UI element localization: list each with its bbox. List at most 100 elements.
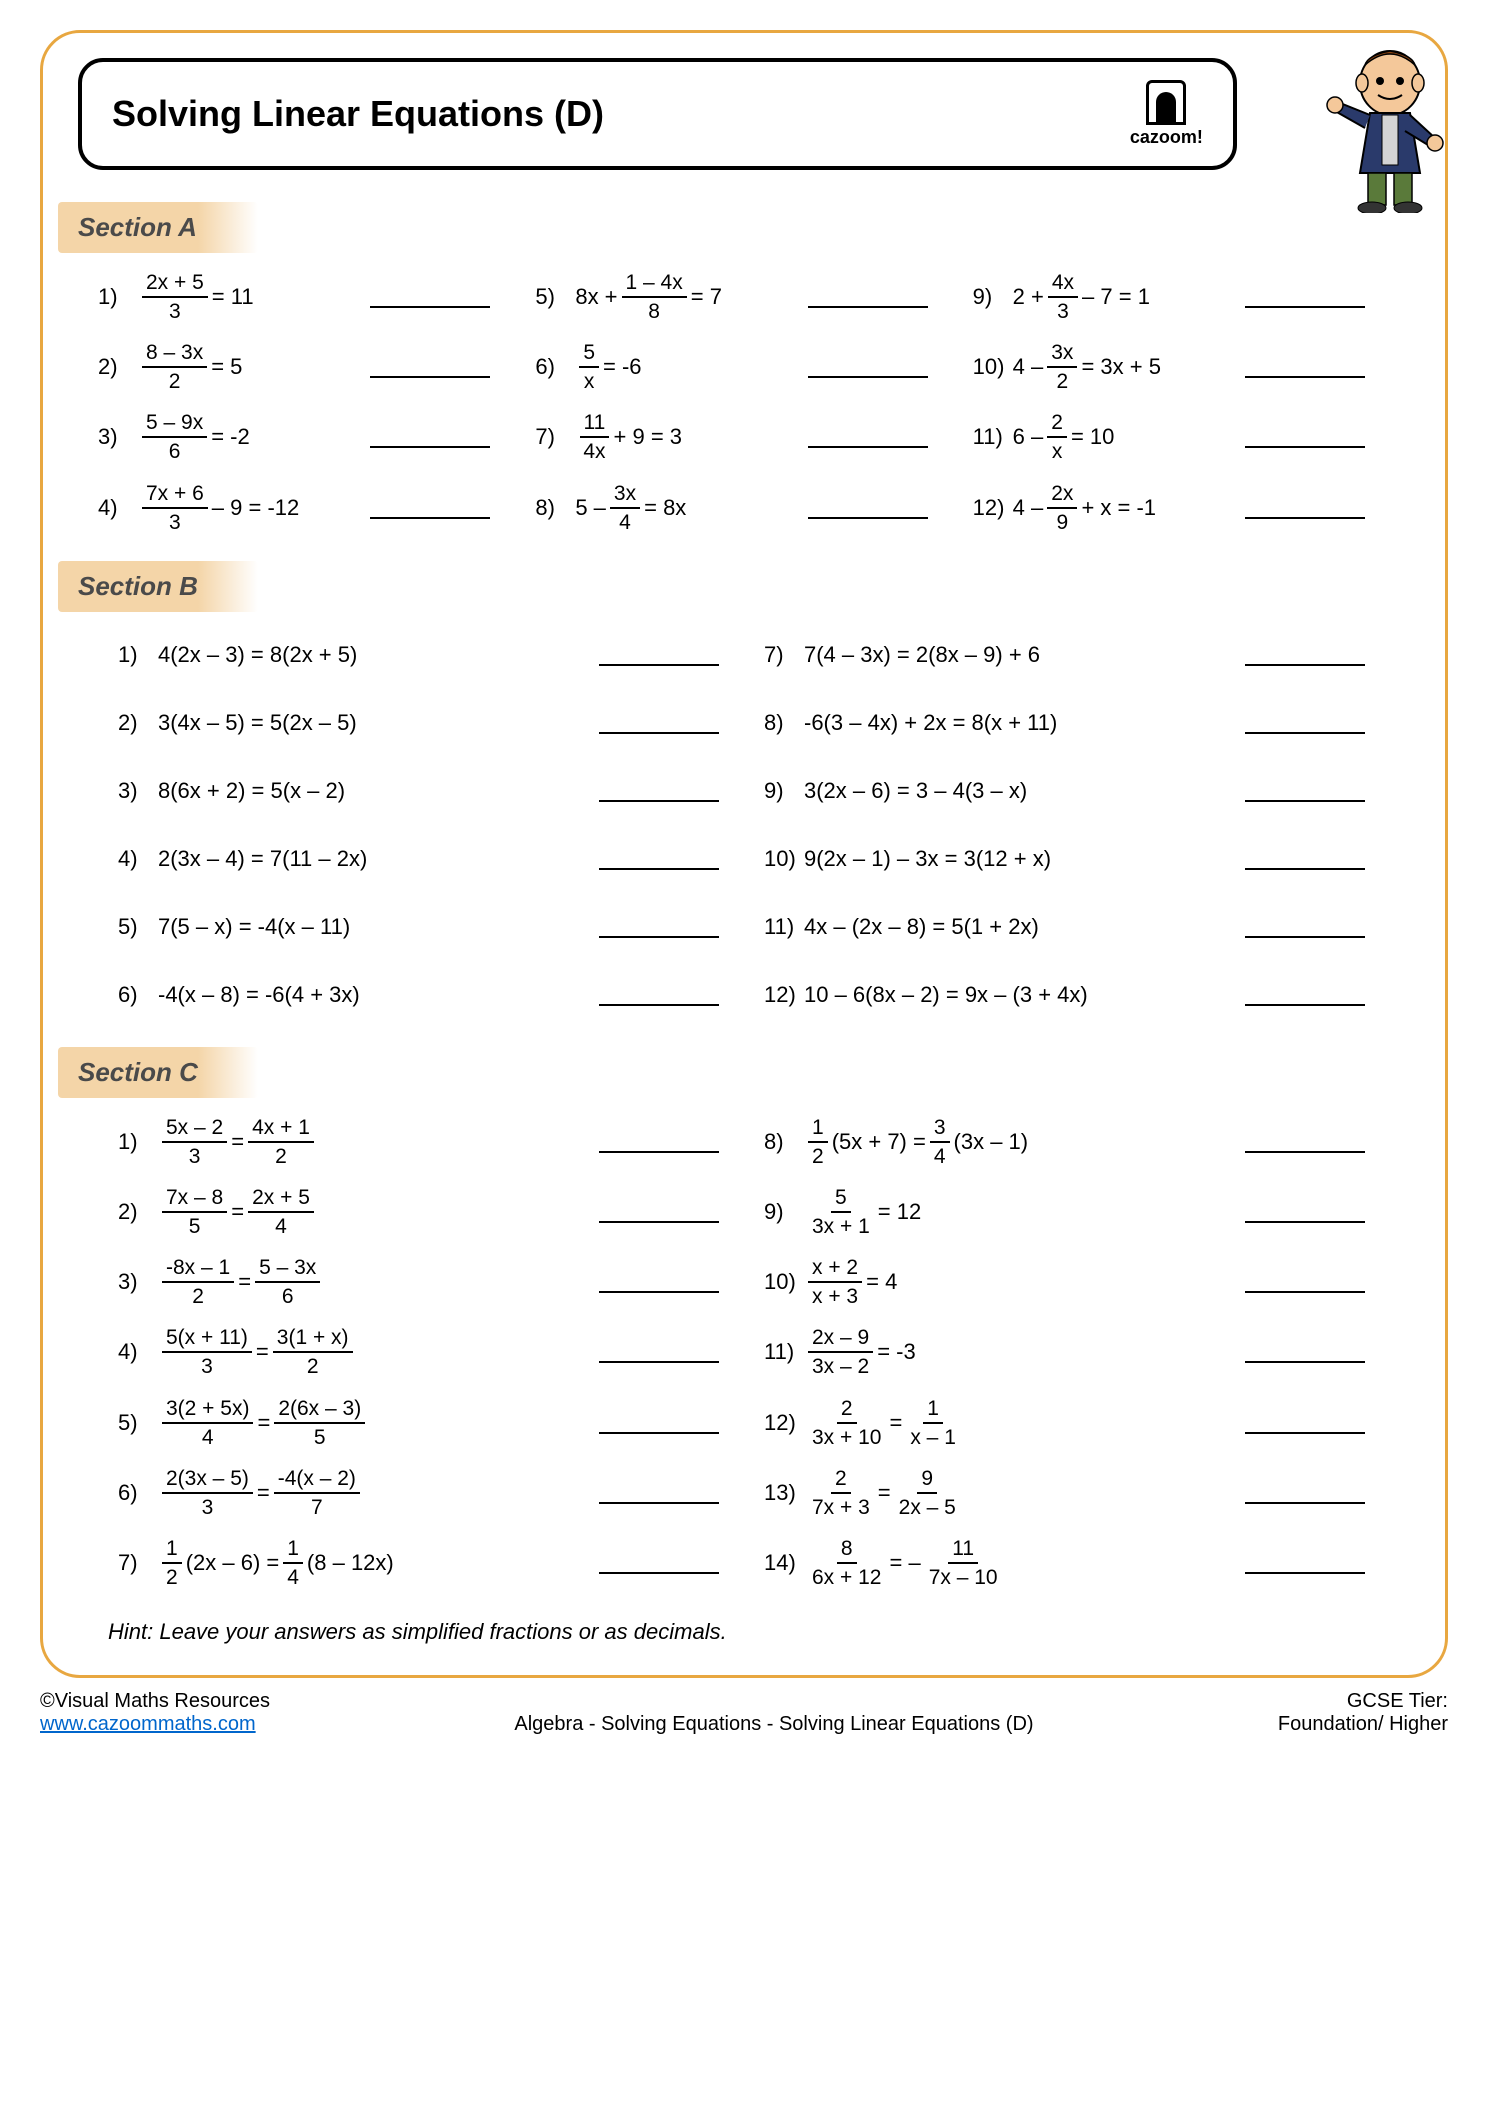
equation: -8x – 12 = 5 – 3x6 bbox=[158, 1256, 324, 1308]
problem-number: 9) bbox=[973, 284, 1013, 310]
answer-blank[interactable] bbox=[1245, 732, 1365, 734]
problem-number: 3) bbox=[118, 1269, 158, 1295]
problem: 5)3(2 + 5x)4 = 2(6x – 3)5 bbox=[118, 1397, 744, 1449]
tier-value: Foundation/ Higher bbox=[1278, 1713, 1448, 1736]
equation: 8 – 3x2 = 5 bbox=[138, 341, 242, 393]
answer-blank[interactable] bbox=[370, 517, 490, 519]
equation: 3(2 + 5x)4 = 2(6x – 3)5 bbox=[158, 1397, 369, 1449]
problem: 7)114x + 9 = 3 bbox=[535, 411, 952, 463]
problem: 2)8 – 3x2 = 5 bbox=[98, 341, 515, 393]
answer-blank[interactable] bbox=[599, 1432, 719, 1434]
answer-blank[interactable] bbox=[599, 1361, 719, 1363]
problem: 9)53x + 1 = 12 bbox=[764, 1186, 1390, 1238]
answer-blank[interactable] bbox=[1245, 1004, 1365, 1006]
answer-blank[interactable] bbox=[1245, 376, 1365, 378]
answer-blank[interactable] bbox=[1245, 1432, 1365, 1434]
answer-blank[interactable] bbox=[599, 868, 719, 870]
answer-blank[interactable] bbox=[599, 664, 719, 666]
answer-blank[interactable] bbox=[1245, 936, 1365, 938]
answer-blank[interactable] bbox=[599, 1004, 719, 1006]
problem-number: 8) bbox=[764, 710, 804, 736]
footer: ©Visual Maths Resources www.cazoommaths.… bbox=[40, 1690, 1448, 1736]
answer-blank[interactable] bbox=[599, 732, 719, 734]
equation: 5x – 23 = 4x + 12 bbox=[158, 1116, 318, 1168]
answer-blank[interactable] bbox=[808, 306, 928, 308]
problem-number: 14) bbox=[764, 1550, 804, 1576]
answer-blank[interactable] bbox=[1245, 306, 1365, 308]
problem-number: 2) bbox=[118, 1199, 158, 1225]
problem: 2)7x – 85 = 2x + 54 bbox=[118, 1186, 744, 1238]
problem-number: 12) bbox=[764, 1410, 804, 1436]
equation: 2x + 53 = 11 bbox=[138, 271, 254, 323]
character-icon bbox=[1320, 43, 1460, 213]
problem: 9)2 + 4x3 – 7 = 1 bbox=[973, 271, 1390, 323]
problem: 3)-8x – 12 = 5 – 3x6 bbox=[118, 1256, 744, 1308]
problem-number: 2) bbox=[118, 710, 158, 736]
answer-blank[interactable] bbox=[599, 1572, 719, 1574]
equation: 86x + 12 = – 117x – 10 bbox=[804, 1537, 1006, 1589]
answer-blank[interactable] bbox=[1245, 1572, 1365, 1574]
problem-number: 8) bbox=[535, 495, 575, 521]
equation: 9(2x – 1) – 3x = 3(12 + x) bbox=[804, 846, 1051, 872]
problem-number: 4) bbox=[118, 1339, 158, 1365]
answer-blank[interactable] bbox=[1245, 868, 1365, 870]
answer-blank[interactable] bbox=[1245, 1361, 1365, 1363]
equation: 12(5x + 7) = 34(3x – 1) bbox=[804, 1116, 1028, 1168]
answer-blank[interactable] bbox=[599, 1221, 719, 1223]
equation: 3(4x – 5) = 5(2x – 5) bbox=[158, 710, 357, 736]
problem-number: 12) bbox=[973, 495, 1013, 521]
answer-blank[interactable] bbox=[599, 936, 719, 938]
equation: 114x + 9 = 3 bbox=[575, 411, 682, 463]
logo-icon bbox=[1146, 80, 1186, 125]
answer-blank[interactable] bbox=[599, 1151, 719, 1153]
answer-blank[interactable] bbox=[1245, 664, 1365, 666]
problem: 3)8(6x + 2) = 5(x – 2) bbox=[118, 766, 744, 816]
equation: 7(4 – 3x) = 2(8x – 9) + 6 bbox=[804, 642, 1040, 668]
problem: 4)7x + 63 – 9 = -12 bbox=[98, 482, 515, 534]
problem-number: 9) bbox=[764, 1199, 804, 1225]
answer-blank[interactable] bbox=[1245, 1151, 1365, 1153]
answer-blank[interactable] bbox=[599, 1502, 719, 1504]
answer-blank[interactable] bbox=[1245, 1221, 1365, 1223]
answer-blank[interactable] bbox=[370, 446, 490, 448]
problem: 7)12(2x – 6) = 14(8 – 12x) bbox=[118, 1537, 744, 1589]
equation: -4(x – 8) = -6(4 + 3x) bbox=[158, 982, 360, 1008]
answer-blank[interactable] bbox=[370, 306, 490, 308]
equation: 2(3x – 5)3 = -4(x – 2)7 bbox=[158, 1467, 364, 1519]
equation: 27x + 3 = 92x – 5 bbox=[804, 1467, 964, 1519]
equation: 4 – 3x2 = 3x + 5 bbox=[1013, 341, 1161, 393]
footer-url[interactable]: www.cazoommaths.com bbox=[40, 1713, 256, 1735]
problem: 11)6 – 2x = 10 bbox=[973, 411, 1390, 463]
problem: 12)4 – 2x9 + x = -1 bbox=[973, 482, 1390, 534]
answer-blank[interactable] bbox=[370, 376, 490, 378]
problem-number: 7) bbox=[118, 1550, 158, 1576]
problem: 11)2x – 93x – 2 = -3 bbox=[764, 1326, 1390, 1378]
problem: 10)4 – 3x2 = 3x + 5 bbox=[973, 341, 1390, 393]
answer-blank[interactable] bbox=[599, 800, 719, 802]
answer-blank[interactable] bbox=[808, 376, 928, 378]
problem-number: 9) bbox=[764, 778, 804, 804]
problem: 1)4(2x – 3) = 8(2x + 5) bbox=[118, 630, 744, 680]
problem: 14)86x + 12 = – 117x – 10 bbox=[764, 1537, 1390, 1589]
problem: 2)3(4x – 5) = 5(2x – 5) bbox=[118, 698, 744, 748]
equation: 10 – 6(8x – 2) = 9x – (3 + 4x) bbox=[804, 982, 1088, 1008]
answer-blank[interactable] bbox=[1245, 1291, 1365, 1293]
problem-number: 2) bbox=[98, 354, 138, 380]
section-b-label: Section B bbox=[58, 561, 258, 612]
answer-blank[interactable] bbox=[599, 1291, 719, 1293]
problem: 8)-6(3 – 4x) + 2x = 8(x + 11) bbox=[764, 698, 1390, 748]
problem: 10)9(2x – 1) – 3x = 3(12 + x) bbox=[764, 834, 1390, 884]
answer-blank[interactable] bbox=[808, 517, 928, 519]
problem-number: 4) bbox=[118, 846, 158, 872]
equation: 7(5 – x) = -4(x – 11) bbox=[158, 914, 350, 940]
problem: 12)23x + 10 = 1x – 1 bbox=[764, 1397, 1390, 1449]
answer-blank[interactable] bbox=[1245, 446, 1365, 448]
problem-number: 1) bbox=[118, 1129, 158, 1155]
problem-number: 5) bbox=[118, 914, 158, 940]
answer-blank[interactable] bbox=[1245, 800, 1365, 802]
answer-blank[interactable] bbox=[808, 446, 928, 448]
answer-blank[interactable] bbox=[1245, 1502, 1365, 1504]
logo: cazoom! bbox=[1130, 80, 1203, 148]
answer-blank[interactable] bbox=[1245, 517, 1365, 519]
equation: 6 – 2x = 10 bbox=[1013, 411, 1115, 463]
